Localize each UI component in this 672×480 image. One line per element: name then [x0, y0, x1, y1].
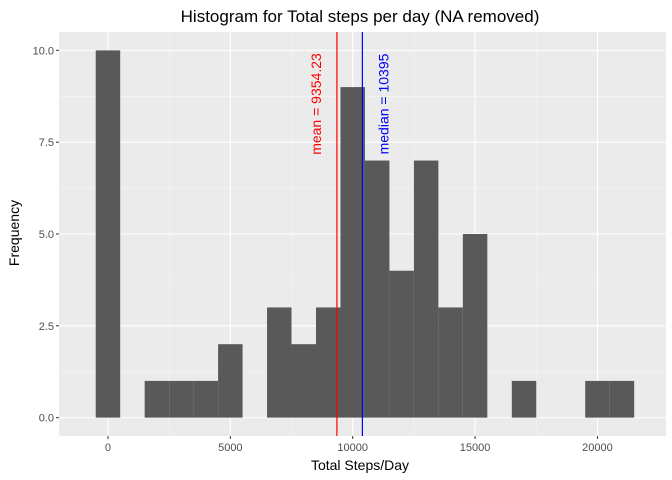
reference-lines: mean = 9354.23 median = 10395: [308, 32, 391, 436]
histogram-bar: [462, 234, 488, 418]
histogram-bar: [413, 160, 439, 418]
y-axis-ticks: 0.0 2.5 5.0 7.5 10.0: [33, 45, 59, 425]
x-axis-ticks: 0 5000 10000 15000 20000: [105, 436, 613, 454]
chart-title: Histogram for Total steps per day (NA re…: [181, 7, 540, 26]
histogram-bar: [144, 380, 170, 418]
y-tick-label: 7.5: [39, 137, 54, 149]
histogram-bar: [609, 380, 635, 418]
y-axis-title: Frequency: [6, 200, 22, 266]
histogram-bar: [364, 160, 390, 418]
histogram-bar: [169, 380, 194, 418]
y-tick-label: 2.5: [39, 321, 54, 333]
mean-label: mean = 9354.23: [308, 53, 324, 155]
histogram-bar: [95, 50, 121, 418]
x-tick-label: 15000: [460, 442, 491, 454]
histogram-bar: [218, 344, 243, 418]
y-tick-label: 0.0: [39, 413, 54, 425]
y-tick-label: 10.0: [33, 45, 54, 57]
x-tick-label: 20000: [582, 442, 613, 454]
histogram-bar: [193, 380, 219, 418]
median-label: median = 10395: [375, 53, 391, 154]
histogram-bar: [267, 307, 292, 418]
x-tick-label: 5000: [218, 442, 242, 454]
x-tick-label: 0: [105, 442, 111, 454]
y-tick-label: 5.0: [39, 229, 54, 241]
histogram-bar: [438, 307, 463, 418]
x-axis-title: Total Steps/Day: [311, 457, 409, 473]
x-tick-label: 10000: [337, 442, 368, 454]
histogram-bar: [291, 344, 316, 418]
histogram-bar: [340, 87, 365, 418]
histogram-bar: [585, 380, 610, 418]
histogram-bar: [389, 270, 414, 418]
histogram-bar: [511, 380, 537, 418]
